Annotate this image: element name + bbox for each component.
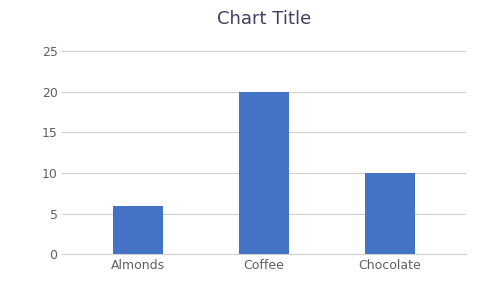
Bar [113,205,163,254]
Bar [365,173,415,254]
Title: Chart Title: Chart Title [217,10,311,27]
Bar [239,92,289,254]
